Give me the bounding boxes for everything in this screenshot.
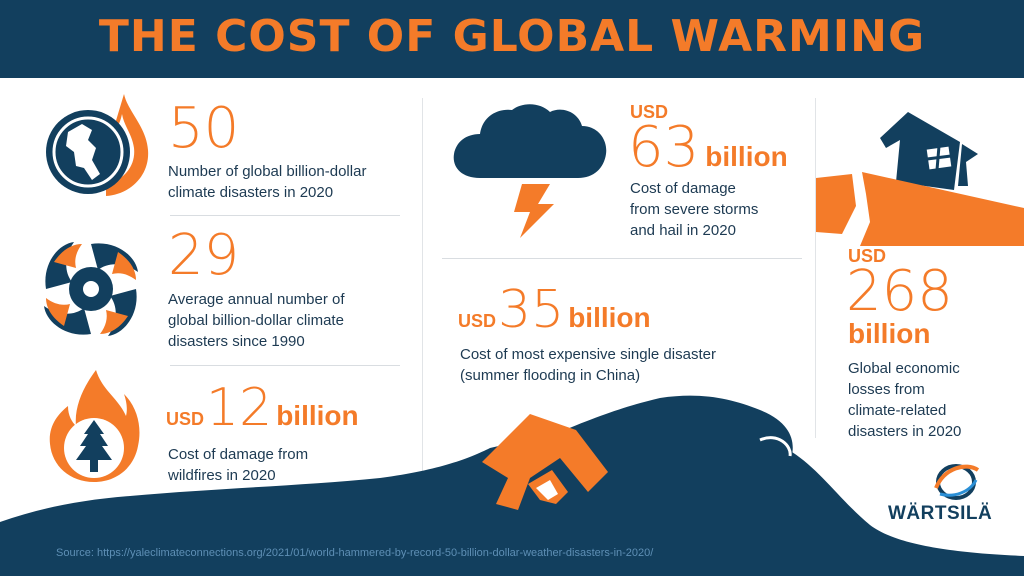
stat-global-losses-description: Global economic losses from climate-rela… [848, 360, 962, 440]
header-banner: THE COST OF GLOBAL WARMING [0, 0, 1024, 78]
stat-storms-amount: 63 billion [628, 120, 788, 176]
stat-global-losses-value: 268 [846, 259, 953, 324]
stat-annual-average-value: 29 [168, 223, 240, 288]
stat-flooding-amount: USD35 billion [458, 284, 651, 336]
stat-flooding-description: Cost of most expensive single disaster (… [460, 346, 716, 384]
wildfire-tree-icon [49, 370, 140, 482]
stat-annual-average-description: Average annual number of global billion-… [168, 291, 345, 350]
stat-flooding-value: 35 [498, 280, 565, 340]
globe-fire-icon [46, 94, 149, 196]
stat-global-losses-currency: USD [848, 246, 887, 266]
stat-disasters-2020-value: 50 [168, 96, 240, 161]
stat-wildfires-value: 12 [206, 378, 273, 438]
stat-storms-currency: USD [630, 102, 669, 122]
divider [170, 215, 400, 216]
hurricane-icon [44, 242, 138, 336]
currency-label: USD [458, 311, 497, 331]
storm-cloud-icon [453, 104, 607, 238]
page-title: THE COST OF GLOBAL WARMING [98, 11, 926, 62]
unit-label: billion [705, 141, 788, 172]
currency-label: USD [166, 409, 205, 429]
stat-wildfires-description: Cost of damage from wildfires in 2020 [168, 446, 309, 484]
divider [815, 98, 816, 438]
divider [442, 258, 802, 259]
stat-storms-description: Cost of damage from severe storms and ha… [630, 180, 759, 239]
divider [170, 365, 400, 366]
unit-label: billion [276, 400, 359, 431]
flood-house-icon [482, 414, 608, 510]
unit-label: billion [568, 302, 651, 333]
earthquake-house-icon [816, 112, 1024, 246]
source-link[interactable]: Source: https://yaleclimateconnections.o… [56, 547, 654, 559]
stat-global-losses-unit: billion [848, 318, 931, 349]
stat-storms-value: 63 [628, 115, 700, 180]
stat-wildfires-amount: USD12 billion [166, 382, 359, 434]
wartsila-logo: WÄRTSILÄ [888, 503, 993, 524]
wartsila-logo-icon [934, 464, 980, 500]
stat-disasters-2020-description: Number of global billion-dollar climate … [168, 163, 367, 201]
divider [422, 98, 423, 478]
